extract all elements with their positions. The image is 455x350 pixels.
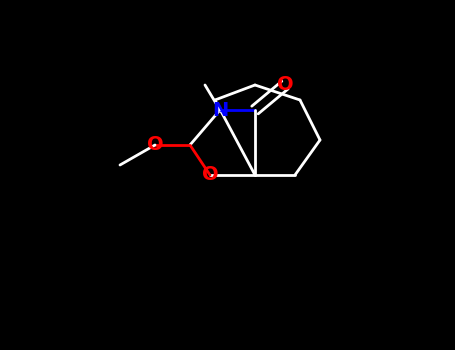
Text: O: O — [202, 166, 218, 184]
Text: O: O — [277, 76, 293, 94]
Text: N: N — [212, 100, 228, 119]
Text: O: O — [147, 135, 163, 154]
